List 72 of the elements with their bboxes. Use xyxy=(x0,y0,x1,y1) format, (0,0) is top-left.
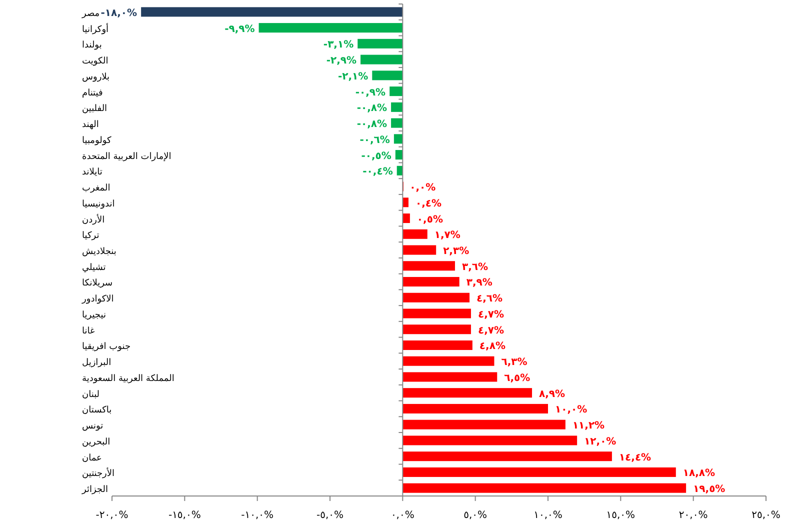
data-label: ٤,٦% xyxy=(476,294,503,305)
y-tick-label: نيجيريا xyxy=(82,310,106,320)
data-label: -٢,١% xyxy=(338,71,368,82)
y-tick-label: الأردن xyxy=(82,213,105,226)
y-tick-label: الجزائر xyxy=(81,485,108,496)
data-label: ٨,٩% xyxy=(539,388,566,400)
data-label: ١١,٢% xyxy=(572,420,605,432)
x-tick-label: -١٥,٠% xyxy=(168,510,201,521)
data-label: ١٠,٠% xyxy=(555,404,588,416)
y-tick-label: مصر xyxy=(81,8,100,19)
data-label: ٤,٨% xyxy=(479,341,506,352)
y-tick-label: المغرب xyxy=(82,184,110,194)
data-label: -٠,٦% xyxy=(360,134,390,146)
data-label: ٤,٧% xyxy=(478,325,504,336)
x-tick-label: ١٥,٠% xyxy=(606,510,636,521)
data-label: -٩,٩% xyxy=(224,24,255,35)
data-label: ١,٧% xyxy=(434,230,460,242)
x-tick-label: ٢٥,٠% xyxy=(752,510,780,521)
data-label: -٢,٩% xyxy=(326,56,357,67)
y-tick-label: بنجلاديش xyxy=(82,247,116,257)
data-label: ١٨,٨% xyxy=(682,468,716,480)
data-label: ٦,٥% xyxy=(504,372,530,384)
data-label: ٣,٩% xyxy=(466,278,492,289)
y-tick-label: أوكرانيا xyxy=(82,22,109,35)
data-label: -٠,٩% xyxy=(355,87,386,98)
y-tick-label: لبنان xyxy=(82,390,100,400)
data-label: -١٨,٠% xyxy=(100,8,138,19)
x-tick-label: ٠,٠% xyxy=(390,510,414,521)
x-tick-label: ٢٠,٠% xyxy=(678,510,708,521)
y-tick-label: فيتنام xyxy=(82,88,103,98)
y-tick-label: البحرين xyxy=(82,437,110,448)
data-label: ٠,٠% xyxy=(410,182,436,194)
x-tick-label: -٢٠,٠% xyxy=(96,510,128,521)
x-tick-label: ١٠,٠% xyxy=(534,510,562,521)
data-label: -٠,٨% xyxy=(356,119,388,130)
data-label: ٤,٧% xyxy=(478,309,504,320)
data-label: -٠,٨% xyxy=(356,103,388,114)
data-label: ١٩,٥% xyxy=(693,484,726,496)
data-label: ٦,٣% xyxy=(501,357,528,368)
y-tick-label: الإمارات العربية المتحدة xyxy=(82,152,172,162)
data-label: ٣,٦% xyxy=(462,262,488,273)
y-tick-label: غانا xyxy=(82,326,95,336)
y-tick-label: تشيلي xyxy=(82,262,106,273)
y-tick-label: البرازيل xyxy=(82,358,112,368)
x-tick-label: -١٠,٠% xyxy=(241,510,274,521)
data-label: -٠,٥% xyxy=(361,150,392,162)
y-tick-label: تايلاند xyxy=(82,168,103,178)
y-tick-label: سريلانكا xyxy=(82,278,113,289)
data-label: ٠,٤% xyxy=(415,198,442,210)
y-tick-label: كولومبيا xyxy=(82,136,112,146)
y-tick-label: الفلبين xyxy=(82,104,108,114)
y-tick-label: عمان xyxy=(82,453,102,464)
y-tick-label: جنوب افريقيا xyxy=(82,342,131,352)
data-label: ٠,٥% xyxy=(416,214,443,226)
data-label: -٣,١% xyxy=(323,40,354,51)
data-label: -٠,٤% xyxy=(362,166,393,178)
data-label: ١٤,٤% xyxy=(618,452,652,464)
y-tick-label: اندونيسيا xyxy=(82,199,115,210)
y-tick-label: تونس xyxy=(82,422,104,432)
y-tick-label: بولندا xyxy=(82,40,102,51)
y-tick-label: الأرجنتين xyxy=(82,467,115,480)
y-tick-label: الهند xyxy=(82,120,99,130)
y-tick-label: الكويت xyxy=(82,56,108,67)
y-tick-label: الاكوادور xyxy=(81,294,114,305)
x-tick-label: -٥,٠% xyxy=(316,510,344,521)
data-label: ١٢,٠% xyxy=(584,436,616,448)
y-tick-label: بلاروس xyxy=(82,72,110,82)
data-label: ٢,٣% xyxy=(443,246,470,257)
y-tick-label: المملكة العربية السعودية xyxy=(82,374,174,384)
y-tick-label: تركيا xyxy=(82,231,100,242)
x-tick-label: ٥,٠% xyxy=(464,510,488,521)
y-tick-label: باكستان xyxy=(82,406,112,416)
